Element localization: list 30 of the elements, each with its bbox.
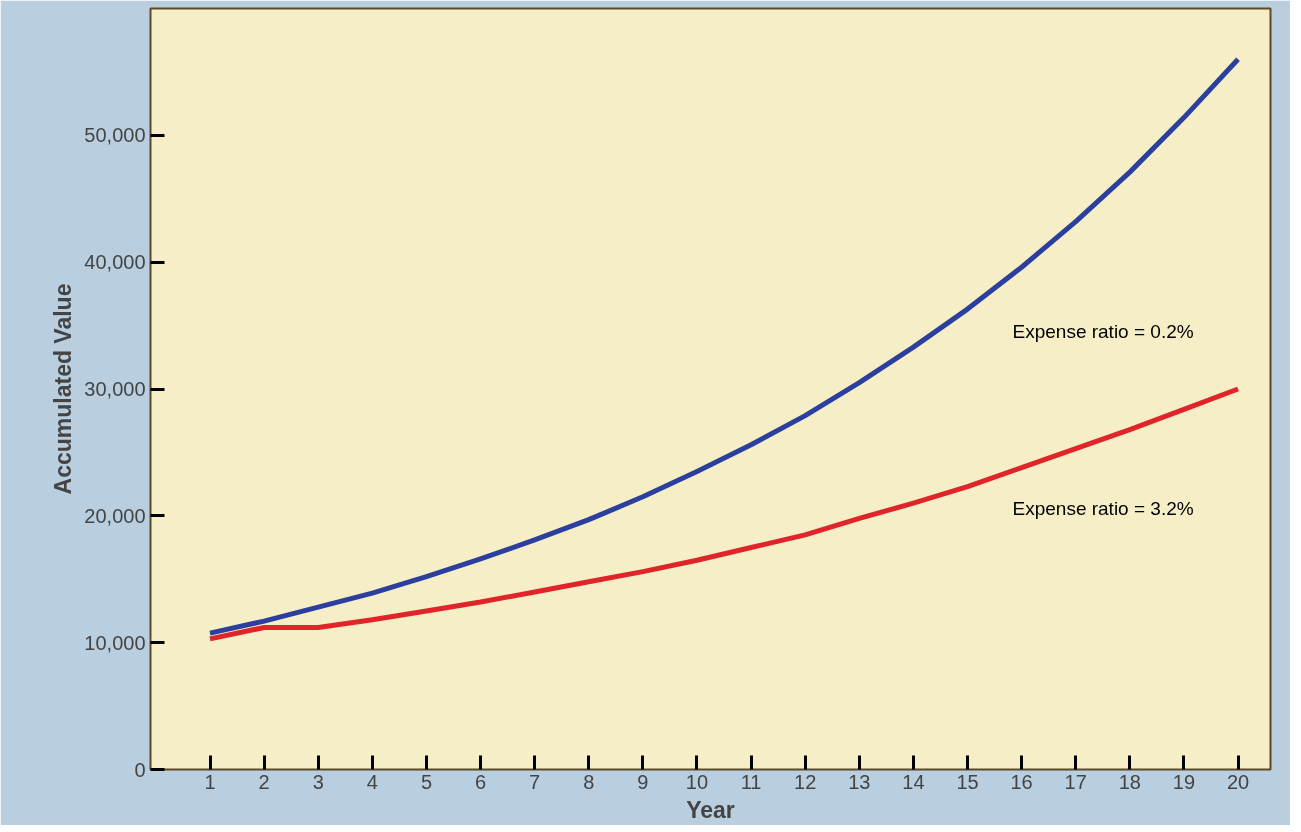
x-tick-label: 10 xyxy=(685,770,709,793)
y-tick-label: 0 xyxy=(134,758,146,781)
x-tick-label: 11 xyxy=(740,770,762,793)
x-tick-label: 18 xyxy=(1118,770,1141,793)
y-tick-label: 30,000 xyxy=(84,378,146,400)
y-axis-title: Accumulated Value xyxy=(50,283,77,495)
y-tick-label: 20,000 xyxy=(84,504,146,527)
x-tick-label: 17 xyxy=(1064,770,1087,793)
x-axis-title: Year xyxy=(686,796,735,823)
x-tick-label: 4 xyxy=(366,770,378,793)
x-tick-label: 16 xyxy=(1010,770,1033,793)
x-tick-label: 1 xyxy=(204,770,216,793)
x-tick-label: 7 xyxy=(529,770,541,793)
x-tick-label: 5 xyxy=(420,770,433,793)
x-tick-label: 19 xyxy=(1172,770,1196,793)
series-label: Expense ratio = 0.2% xyxy=(1012,320,1194,342)
x-tick-label: 20 xyxy=(1226,770,1250,793)
x-tick-label: 6 xyxy=(474,770,487,793)
x-tick-label: 12 xyxy=(794,770,817,793)
y-tick-label: 40,000 xyxy=(84,251,146,274)
y-tick-label: 10,000 xyxy=(84,631,146,654)
x-tick-label: 15 xyxy=(956,770,979,793)
x-tick-label: 13 xyxy=(848,770,871,793)
x-tick-label: 9 xyxy=(637,770,649,793)
x-tick-label: 3 xyxy=(312,770,324,793)
x-tick-label: 2 xyxy=(258,770,270,793)
series-label: Expense ratio = 3.2% xyxy=(1012,498,1194,520)
y-tick-label: 50,000 xyxy=(84,124,146,147)
x-tick-label: 14 xyxy=(902,770,925,793)
x-tick-label: 8 xyxy=(583,770,595,793)
